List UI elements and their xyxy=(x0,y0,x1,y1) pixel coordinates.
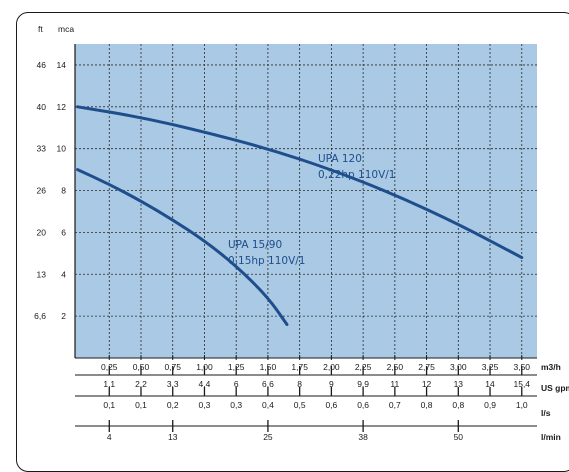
y-tick-label-ft: 20 xyxy=(37,227,47,237)
x-tick-label: 1,1 xyxy=(103,379,115,389)
x-tick-label: 0,2 xyxy=(167,400,179,410)
y-tick-label-mca: 6 xyxy=(61,227,66,237)
x-tick-label: 0,9 xyxy=(484,400,496,410)
x-tick-label: 4,4 xyxy=(199,379,211,389)
x-tick-label: 25 xyxy=(263,432,273,442)
y-tick-label-ft: 46 xyxy=(37,60,47,70)
y-tick-label-ft: 33 xyxy=(37,144,47,154)
x-axis-unit: US gpm xyxy=(541,383,569,393)
x-tick-label: 50 xyxy=(454,432,464,442)
x-tick-label: 38 xyxy=(358,432,368,442)
series-label-name: UPA 15/90 xyxy=(228,239,282,251)
y-tick-label-mca: 8 xyxy=(61,186,66,196)
x-tick-label: 9,9 xyxy=(357,379,369,389)
x-tick-label: 0,4 xyxy=(262,400,274,410)
plot-area xyxy=(75,44,537,358)
y-tick-label-ft: 13 xyxy=(37,269,47,279)
x-axis-unit: l/s xyxy=(541,408,551,418)
x-tick-label: 0,7 xyxy=(389,400,401,410)
series-label-spec: 0,15hp 110V/1 xyxy=(228,255,305,267)
x-tick-label: 0,6 xyxy=(357,400,369,410)
x-tick-label: 9 xyxy=(329,379,334,389)
y-tick-label-ft: 40 xyxy=(37,102,47,112)
curve-upa-15-90 xyxy=(76,168,289,327)
x-tick-label: 15,4 xyxy=(513,379,530,389)
x-tick-label: 0,1 xyxy=(103,400,115,410)
y-tick-label-mca: 2 xyxy=(61,311,66,321)
x-tick-label: 0,6 xyxy=(325,400,337,410)
x-tick-label: 11 xyxy=(390,379,399,389)
x-axis-unit: l/min xyxy=(541,432,561,442)
y-tick-label-mca: 4 xyxy=(61,269,66,279)
x-tick-label: 0,8 xyxy=(421,400,433,410)
x-tick-label: 6 xyxy=(234,379,239,389)
series-label-name: UPA 120 xyxy=(318,153,362,165)
x-tick-label: 0,3 xyxy=(230,400,242,410)
series-labels: UPA 120 0,22hp 110V/1 UPA 15/90 0,15hp 110V… xyxy=(228,153,395,267)
y-axis: ft mca 46 14 40 12 33 10 26 8 20 6 13 4 6,6 2 xyxy=(34,24,76,358)
y-tick-label-mca: 10 xyxy=(57,144,67,154)
grid-lines xyxy=(75,44,537,358)
x-axes: 0,250,500,751,001,251,501,752,002,252,50… xyxy=(75,355,569,442)
y-unit-ft: ft xyxy=(38,24,43,34)
x-tick-label: 0,8 xyxy=(452,400,464,410)
series-label-spec: 0,22hp 110V/1 xyxy=(318,169,395,181)
y-tick-label-ft: 26 xyxy=(37,186,47,196)
x-tick-label: 1,0 xyxy=(516,400,528,410)
x-tick-label: 6,6 xyxy=(262,379,274,389)
x-tick-label: 12 xyxy=(422,379,432,389)
x-tick-label: 0,3 xyxy=(199,400,211,410)
x-tick-label: 14 xyxy=(485,379,495,389)
x-tick-label: 0,5 xyxy=(294,400,306,410)
x-tick-label: 13 xyxy=(454,379,464,389)
x-axis-unit: m3/h xyxy=(541,362,561,372)
x-tick-label: 13 xyxy=(168,432,178,442)
y-tick-label-mca: 14 xyxy=(57,60,67,70)
x-tick-label: 0,1 xyxy=(135,400,147,410)
x-tick-label: 8 xyxy=(297,379,302,389)
y-tick-label-mca: 12 xyxy=(57,102,67,112)
curves xyxy=(76,105,524,327)
curve-upa-120 xyxy=(76,105,524,260)
y-tick-label-ft: 6,6 xyxy=(34,311,46,321)
y-unit-mca: mca xyxy=(58,24,74,34)
x-tick-label: 4 xyxy=(107,432,112,442)
x-tick-label: 2,2 xyxy=(135,379,147,389)
x-tick-label: 3,3 xyxy=(167,379,179,389)
